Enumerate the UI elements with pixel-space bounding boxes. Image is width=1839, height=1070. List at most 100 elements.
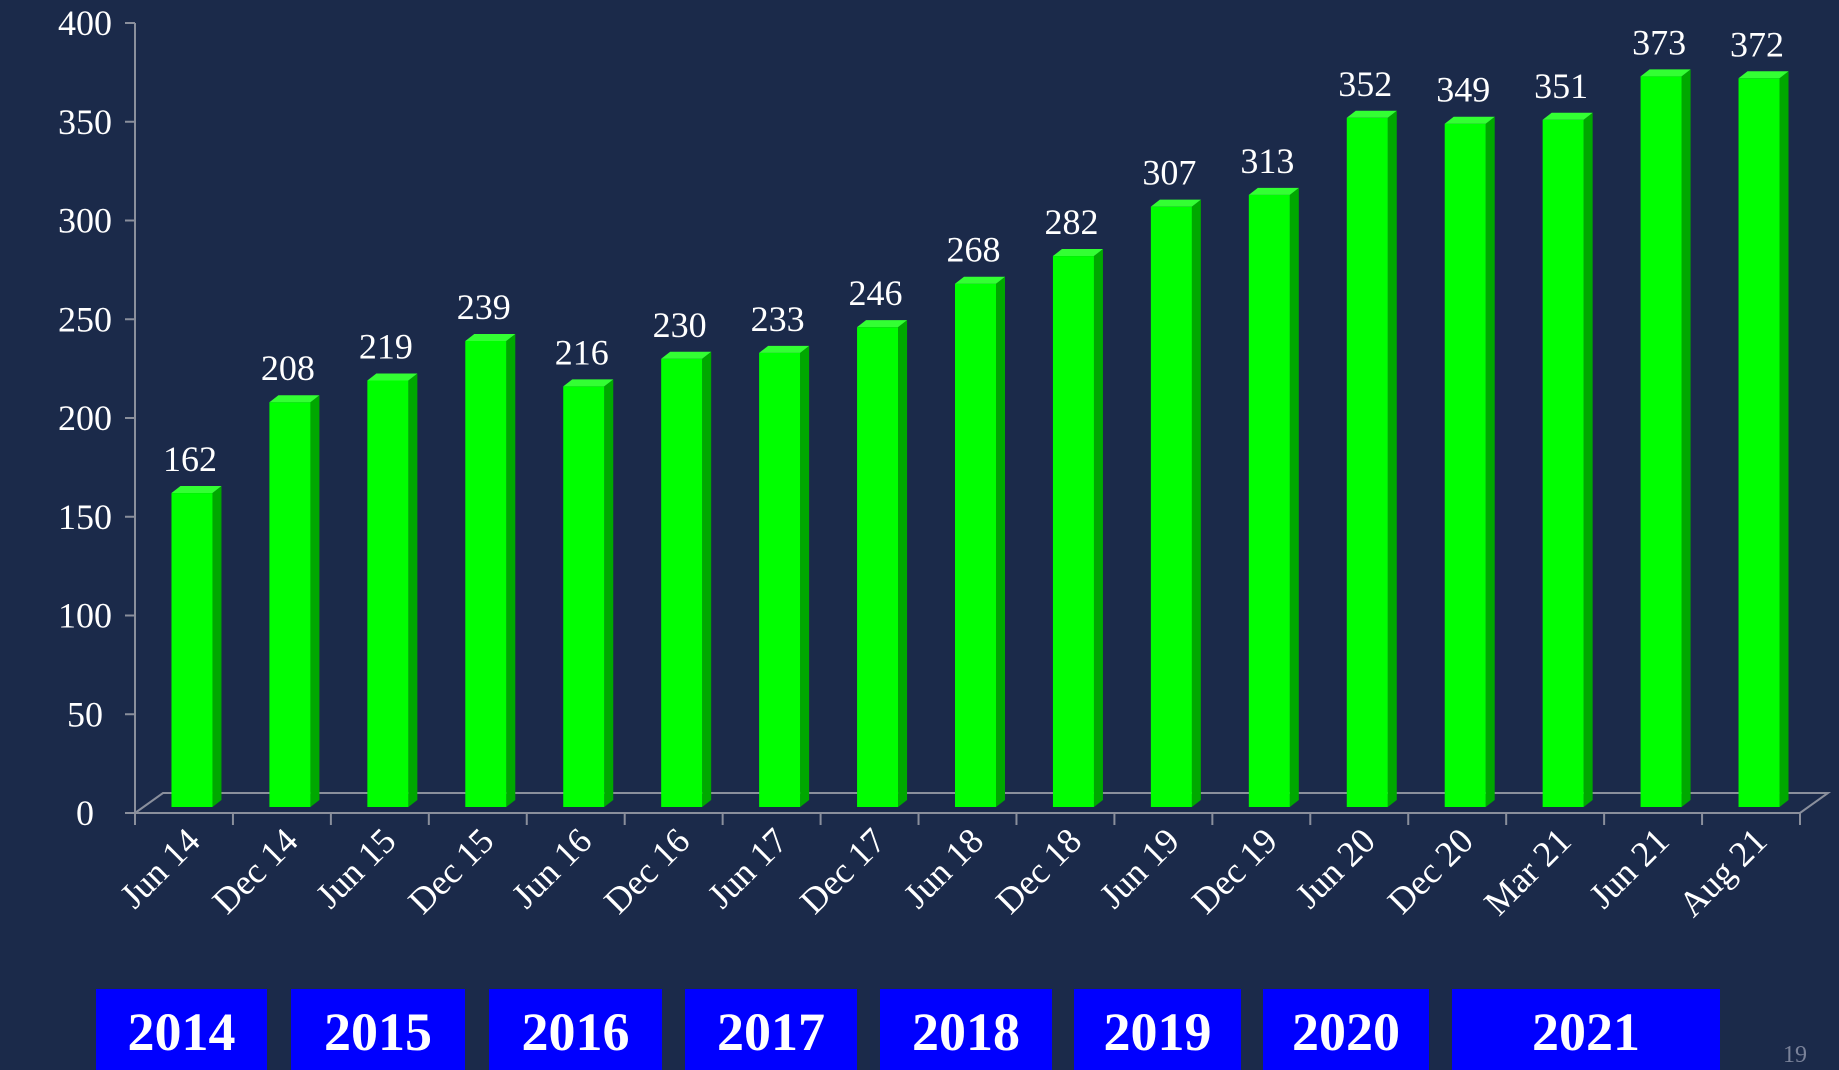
bar: [1738, 71, 1789, 808]
bar-front: [955, 283, 996, 807]
bar-side: [604, 379, 614, 807]
bar-side: [1387, 110, 1397, 808]
bar-front: [563, 386, 605, 807]
bar: [1640, 69, 1691, 807]
year-label: 2014: [128, 1002, 236, 1062]
bar: [955, 276, 1005, 807]
bar-side: [702, 351, 712, 807]
bar-front: [367, 380, 409, 807]
bar-top: [1052, 249, 1103, 257]
bar-side: [1093, 249, 1103, 808]
value-label: 233: [751, 299, 805, 339]
bar: [1150, 199, 1201, 808]
value-label: 349: [1436, 70, 1490, 110]
bar: [1346, 110, 1397, 808]
y-tick-label: 150: [58, 497, 112, 537]
bar: [1542, 112, 1593, 807]
bar-top: [955, 276, 1005, 284]
bar-side: [1485, 116, 1495, 808]
value-label: 230: [653, 305, 707, 345]
y-tick-label: 250: [58, 299, 112, 339]
bar-side: [800, 345, 810, 807]
bar-side: [996, 276, 1005, 807]
value-label: 208: [261, 348, 315, 388]
bar-top: [1444, 116, 1495, 124]
bar-front: [269, 402, 311, 807]
bar: [563, 379, 614, 807]
bar-front: [661, 358, 703, 807]
bar: [465, 333, 516, 807]
year-box: [685, 989, 857, 1070]
value-label: 372: [1730, 24, 1784, 64]
value-label: 373: [1632, 22, 1686, 62]
value-label: 246: [849, 273, 903, 313]
year-label: 2019: [1104, 1002, 1212, 1062]
value-label: 216: [555, 332, 609, 372]
bar-side: [898, 320, 908, 807]
y-tick-label: 300: [58, 201, 112, 241]
year-label: 2021: [1532, 1002, 1640, 1062]
bar-top: [1248, 187, 1299, 195]
bar-side: [212, 486, 222, 807]
value-label: 219: [359, 326, 413, 366]
y-tick-label: 50: [67, 694, 103, 734]
year-label: 2017: [717, 1002, 825, 1062]
bar-front: [465, 340, 507, 807]
y-tick-label: 350: [58, 102, 112, 142]
bar-front: [1052, 256, 1094, 807]
bar-top: [563, 379, 614, 387]
value-label: 239: [457, 287, 511, 327]
bar-top: [1542, 112, 1593, 120]
year-box: [880, 989, 1052, 1070]
bar-top: [759, 345, 810, 353]
bar-front: [1444, 123, 1486, 808]
year-label: 2015: [324, 1002, 432, 1062]
bar-top: [269, 395, 320, 403]
value-label: 282: [1044, 202, 1098, 242]
bar-front: [1738, 78, 1780, 808]
value-label: 313: [1240, 141, 1294, 181]
year-box: [291, 989, 465, 1070]
bar-front: [1346, 117, 1388, 808]
bar-top: [1640, 69, 1691, 77]
bar-side: [1779, 71, 1789, 808]
bar-side: [1583, 112, 1593, 807]
bar-front: [1150, 206, 1192, 808]
page-number: 19: [1783, 1042, 1807, 1068]
value-label: 352: [1338, 64, 1392, 104]
bar-side: [1681, 69, 1691, 807]
bar-side: [408, 373, 418, 807]
year-box: [1074, 989, 1241, 1070]
bar-side: [310, 395, 320, 807]
bar-top: [661, 351, 712, 359]
bar-top: [857, 320, 908, 328]
bar-top: [1738, 71, 1789, 79]
year-box: [489, 989, 662, 1070]
year-label: 2018: [912, 1002, 1020, 1062]
bar-front: [857, 327, 899, 807]
year-label: 2020: [1292, 1002, 1400, 1062]
value-label: 268: [947, 230, 1001, 270]
y-tick-label: 400: [58, 3, 112, 43]
year-box: [1452, 989, 1720, 1070]
y-tick-label: 100: [58, 596, 112, 636]
bar: [367, 373, 418, 807]
bar-top: [465, 333, 516, 341]
bar-front: [759, 352, 801, 807]
bar-front: [1542, 119, 1584, 807]
bar-top: [171, 486, 222, 494]
value-label: 351: [1534, 66, 1588, 106]
bar-front: [171, 493, 213, 807]
bar-side: [1191, 199, 1201, 808]
bar: [661, 351, 712, 807]
bar-top: [1150, 199, 1201, 207]
bar-top: [367, 373, 418, 381]
bar: [759, 345, 810, 807]
year-box: [1263, 989, 1429, 1070]
bar: [1052, 249, 1103, 808]
bar: [171, 486, 222, 807]
value-label: 162: [163, 439, 217, 479]
bar-side: [506, 333, 516, 807]
year-box: [96, 989, 267, 1070]
